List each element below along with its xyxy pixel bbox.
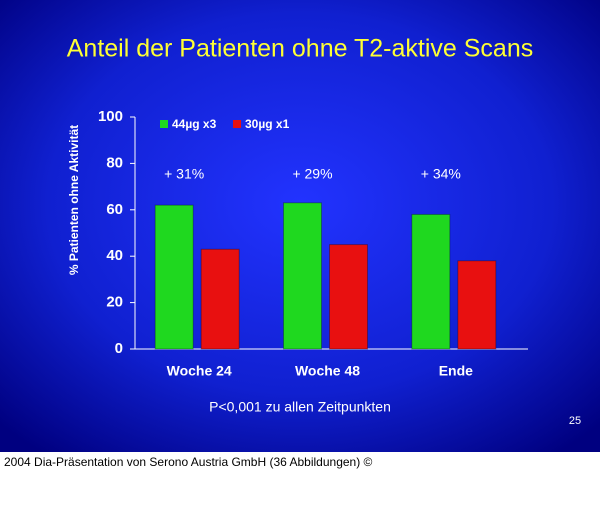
- bar: [329, 244, 368, 350]
- annotation: + 31%: [164, 166, 204, 182]
- y-tick-label: 60: [106, 201, 123, 218]
- y-tick-label: 80: [106, 154, 123, 171]
- y-tick-label: 20: [106, 294, 123, 311]
- annotation: + 34%: [421, 166, 461, 182]
- footnote: P<0,001 zu allen Zeitpunkten: [209, 399, 391, 415]
- y-tick-label: 0: [115, 340, 123, 357]
- legend-swatch: [233, 120, 241, 128]
- legend-label: 30µg x1: [245, 117, 290, 131]
- chart-title: Anteil der Patienten ohne T2-aktive Scan…: [67, 35, 534, 63]
- page-number: 25: [569, 415, 581, 427]
- caption: 2004 Dia-Präsentation von Serono Austria…: [4, 455, 373, 469]
- bar: [457, 260, 497, 350]
- bar: [411, 213, 451, 350]
- bar: [283, 202, 322, 350]
- x-tick-label: Woche 48: [295, 363, 360, 379]
- bar: [154, 204, 194, 350]
- x-tick-label: Ende: [439, 363, 473, 379]
- y-axis-label: % Patienten ohne Aktivität: [67, 125, 81, 275]
- bar: [200, 248, 240, 350]
- annotation: + 29%: [292, 166, 332, 182]
- y-tick-label: 100: [98, 108, 123, 125]
- legend-label: 44µg x3: [172, 117, 217, 131]
- y-tick-label: 40: [106, 247, 123, 264]
- legend-swatch: [160, 120, 168, 128]
- x-tick-label: Woche 24: [167, 363, 232, 379]
